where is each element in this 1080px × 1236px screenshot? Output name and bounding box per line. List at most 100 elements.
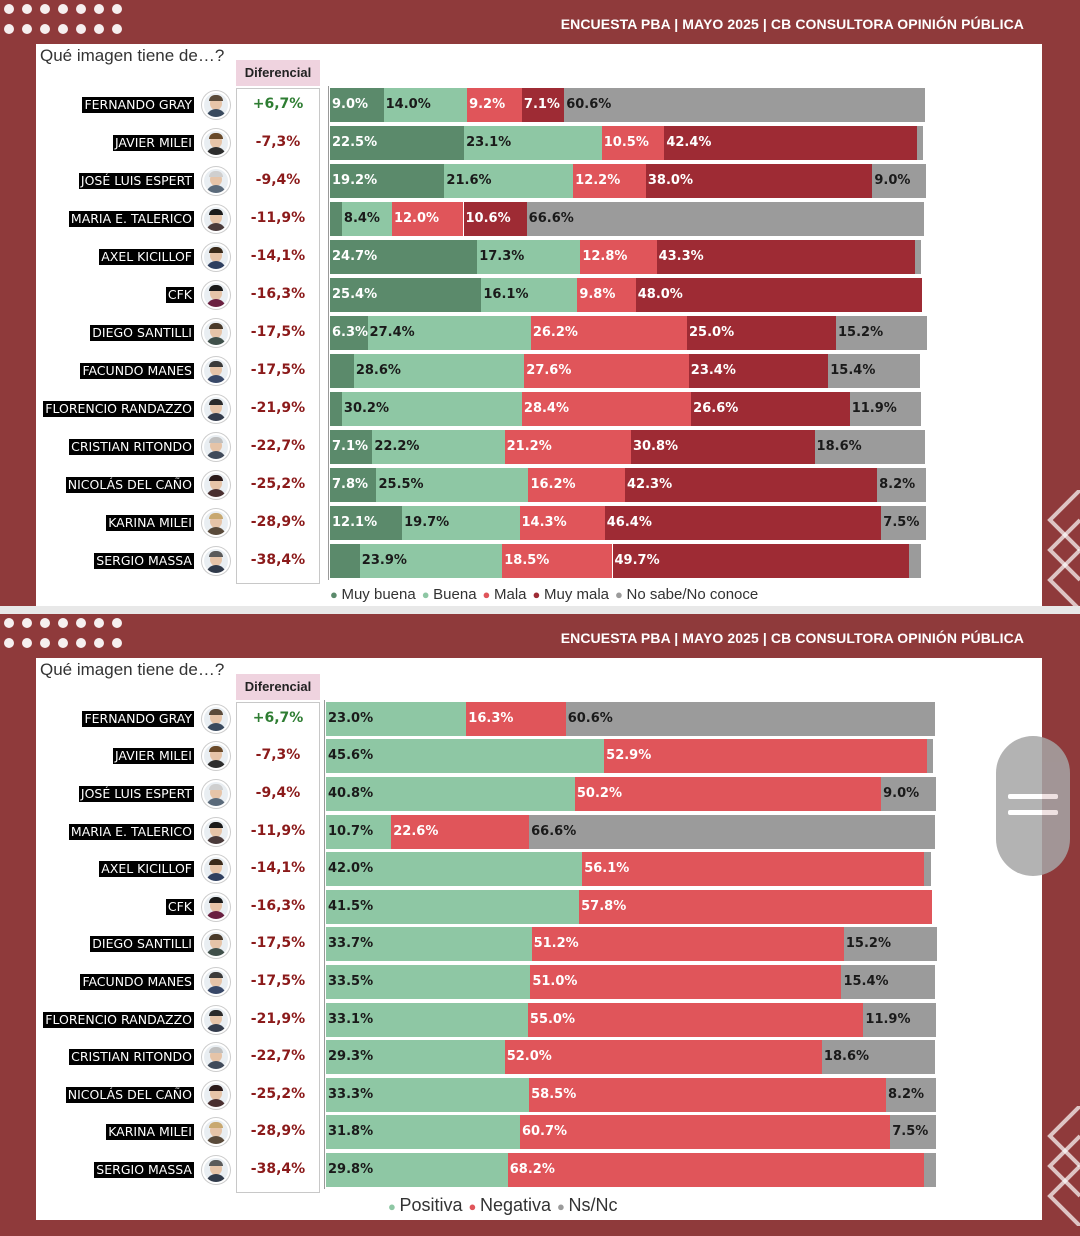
data-label: 38.0% xyxy=(647,173,693,188)
person-avatar-javier-milei xyxy=(202,742,230,771)
data-label: 8.2% xyxy=(887,1086,925,1102)
legend-dot-icon: ● xyxy=(330,587,342,602)
data-label: 42.0% xyxy=(328,861,374,877)
bar-segment xyxy=(341,392,522,426)
data-label: 9.0% xyxy=(874,173,911,188)
bar-segment xyxy=(367,316,531,350)
legend-dot-icon: ● xyxy=(388,1198,400,1214)
data-label: 56.1% xyxy=(584,861,630,877)
question-label: Qué imagen tiene de…? xyxy=(40,46,225,65)
bar-segment xyxy=(836,316,927,350)
person-name: CFK xyxy=(165,287,194,303)
data-label: 51.0% xyxy=(532,974,578,989)
data-label: 14.3% xyxy=(521,515,567,530)
panel-separator xyxy=(0,606,1080,614)
bar-segment xyxy=(326,701,467,736)
bar-segment xyxy=(330,278,482,312)
bar-segment xyxy=(519,1115,891,1150)
data-label: 28.6% xyxy=(355,363,401,378)
bar-segment xyxy=(843,927,937,962)
person-name: JOSÉ LUIS ESPERT xyxy=(78,173,194,189)
dot-decoration xyxy=(4,618,14,628)
legend-dot-icon: ● xyxy=(421,587,434,602)
data-label: 25.4% xyxy=(332,287,378,302)
legend-dot-icon: ● xyxy=(482,587,494,602)
diff-value: -25,2% xyxy=(250,1085,306,1102)
person-avatar-florencio-randazzo xyxy=(202,395,230,423)
dot-decoration xyxy=(40,618,50,628)
bar-segment xyxy=(630,430,815,464)
bar-segment xyxy=(814,430,926,464)
person-name: SERGIO MASSA xyxy=(94,1162,194,1178)
chart-legend: ● Muy buena ● Buena ● Mala ● Muy mala ● No s… xyxy=(330,586,764,603)
legend-item: ● Ns/Nc xyxy=(557,1195,617,1215)
data-label: 33.7% xyxy=(328,936,374,952)
person-name: FLORENCIO RANDAZZO xyxy=(43,1011,194,1028)
person-name: AXEL KICILLOF xyxy=(99,861,194,878)
bar-segment xyxy=(341,202,392,236)
bar-segment xyxy=(467,88,522,122)
person-avatar-florencio-randazzo xyxy=(202,1005,230,1034)
bar-segment xyxy=(691,392,850,426)
person-avatar-nicolas-del-cano xyxy=(202,471,230,499)
data-label: 18.6% xyxy=(823,1049,870,1065)
legend-item: ● Mala xyxy=(483,586,527,603)
diff-header: Diferencial xyxy=(236,60,320,86)
data-label: 60.6% xyxy=(567,710,613,726)
data-label: 7.1% xyxy=(523,97,560,112)
dot-decoration xyxy=(112,4,122,14)
data-label: 8.2% xyxy=(879,477,916,492)
data-label: 68.2% xyxy=(509,1162,555,1177)
diff-value: -17,5% xyxy=(250,973,306,989)
data-label: 10.5% xyxy=(603,135,649,150)
bar-segment xyxy=(326,1040,505,1075)
data-label: 26.6% xyxy=(693,401,739,416)
legend-dot-icon: ● xyxy=(468,1198,480,1214)
person-name: JOSÉ LUIS ESPERT xyxy=(78,786,194,802)
legend-dot-icon: ● xyxy=(557,1198,569,1214)
data-label: 11.9% xyxy=(865,1011,911,1027)
diff-value: -14,1% xyxy=(250,860,306,877)
dot-decoration xyxy=(94,24,104,34)
bar-segment xyxy=(625,468,878,502)
bar-segment xyxy=(519,506,605,540)
data-label: 15.4% xyxy=(830,363,876,378)
data-label: 18.6% xyxy=(816,439,862,454)
bar-segment xyxy=(326,1002,528,1037)
person-name: NICOLÁS DEL CAÑO xyxy=(65,1086,194,1103)
bar-segment xyxy=(383,88,468,122)
diff-value: -11,9% xyxy=(250,210,306,226)
data-label: 29.3% xyxy=(328,1049,374,1065)
bar-segment xyxy=(828,354,921,388)
bar-segment xyxy=(477,240,581,274)
legend-label: No sabe/No conoce xyxy=(626,586,759,603)
chart-card: Qué imagen tiene de…? Diferencial FERNAN… xyxy=(36,658,1042,1220)
dot-decoration xyxy=(22,24,32,34)
diff-column xyxy=(236,702,320,1193)
bar-segment xyxy=(326,965,531,999)
dot-decoration xyxy=(94,638,104,648)
bar-segment xyxy=(330,240,478,274)
person-avatar-karina-milei xyxy=(202,509,230,537)
data-label: 57.8% xyxy=(581,898,627,914)
question-label: Qué imagen tiene de…? xyxy=(40,660,225,679)
scroll-handle[interactable] xyxy=(996,736,1070,876)
person-avatar-maria-talerico xyxy=(202,205,230,233)
bar-segment xyxy=(601,126,665,160)
diff-value: -21,9% xyxy=(250,400,306,416)
data-label: 16.1% xyxy=(483,287,529,302)
grip-line-icon xyxy=(1008,810,1058,815)
person-avatar-fernando-gray xyxy=(202,704,230,733)
dot-decoration xyxy=(112,24,122,34)
bar-segment xyxy=(326,889,580,924)
person-avatar-cfk xyxy=(202,892,230,921)
person-name: KARINA MILEI xyxy=(106,515,194,531)
person-name: CFK xyxy=(165,898,194,915)
person-name: MARIA E. TALERICO xyxy=(68,823,194,840)
legend-label: Positiva xyxy=(399,1194,463,1215)
diff-value: +6,7% xyxy=(252,96,304,112)
data-label: 45.6% xyxy=(328,748,374,764)
bar-segment xyxy=(612,544,909,578)
person-name: CRISTIAN RITONDO xyxy=(69,439,194,455)
diff-value: -38,4% xyxy=(250,552,306,568)
